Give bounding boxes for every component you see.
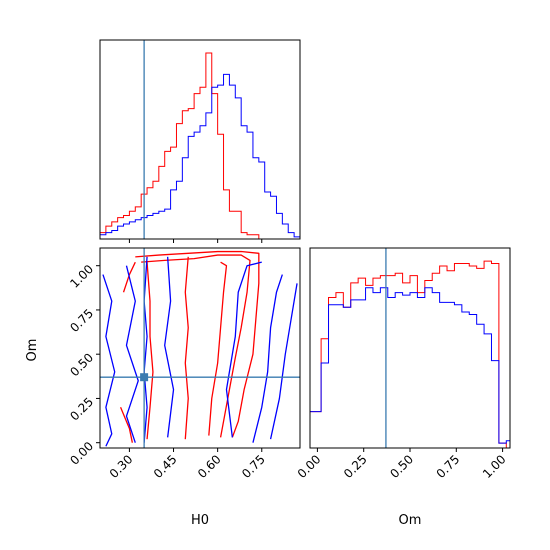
om-y-tick-label-2: 0.50 xyxy=(67,350,96,379)
om-histogram-blue xyxy=(310,287,510,448)
om-y-tick-label-4: 1.00 xyxy=(67,262,96,291)
om-x-tick-label-4: 1.00 xyxy=(480,452,509,481)
contour-red-1 xyxy=(141,254,251,438)
om-x-tick-label-0: 0.00 xyxy=(295,452,324,481)
contour-red-2 xyxy=(208,261,228,436)
h0-x-tick-label-3: 0.75 xyxy=(239,452,268,481)
om-y-tick-label-3: 0.75 xyxy=(67,306,96,335)
om-y-tick-label-0: 0.00 xyxy=(67,439,96,468)
contour-blue-5 xyxy=(225,261,262,438)
truth-marker xyxy=(140,373,149,382)
om-histogram-panel: 0.00 0.25 0.50 0.75 1.00 xyxy=(295,247,511,481)
contour-blue-0 xyxy=(102,274,116,447)
h0-x-tick-label-1: 0.45 xyxy=(151,452,180,481)
contour-blue-4 xyxy=(269,283,298,440)
contour-red-4 xyxy=(184,256,189,440)
om-y-tick-label-1: 0.25 xyxy=(67,395,96,424)
contour-blue-3 xyxy=(252,274,283,443)
y-axis-label-om: Om xyxy=(25,339,40,362)
h0-x-tick-label-2: 0.60 xyxy=(195,452,224,481)
contour-red-3 xyxy=(146,262,154,440)
h0-frame xyxy=(99,39,301,240)
x-axis-label-h0: H0 xyxy=(191,513,209,528)
contour-red-5 xyxy=(119,407,133,443)
contour-frame xyxy=(99,247,301,449)
contour-blue-6 xyxy=(164,256,175,438)
h0-histogram-red xyxy=(100,52,300,239)
h0-om-contour-panel: 0.30 0.45 0.60 0.75 0.00 0.25 0.50 0.75 1.00 xyxy=(67,247,301,481)
x-axis-label-om: Om xyxy=(399,513,422,528)
contour-blue-1 xyxy=(125,265,139,443)
om-x-tick-label-3: 0.75 xyxy=(434,452,463,481)
h0-histogram-blue xyxy=(100,73,300,239)
h0-histogram-panel xyxy=(99,39,301,243)
om-histogram-red xyxy=(310,260,510,448)
contour-red-6 xyxy=(122,261,136,293)
h0-x-tick-label-0: 0.30 xyxy=(107,452,136,481)
om-x-tick-label-1: 0.25 xyxy=(341,452,370,481)
contour-red-0 xyxy=(135,250,260,438)
om-x-tick-label-2: 0.50 xyxy=(387,452,416,481)
